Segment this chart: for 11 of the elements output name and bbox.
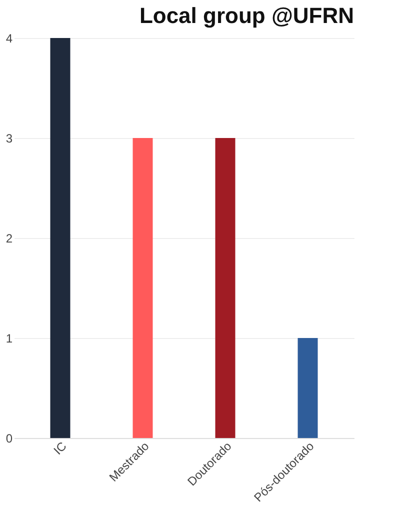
y-tick-label: 0: [6, 432, 13, 446]
bar: [132, 138, 153, 438]
x-tick-label: IC: [50, 438, 70, 458]
y-tick-label: 4: [6, 32, 13, 46]
chart-title: Local group @UFRN: [139, 3, 354, 28]
bar: [298, 338, 318, 438]
y-tick-label: 3: [6, 132, 13, 146]
bar: [215, 138, 236, 438]
y-tick-label: 2: [6, 232, 13, 246]
y-tick-label: 1: [6, 332, 13, 346]
bar: [50, 38, 70, 438]
